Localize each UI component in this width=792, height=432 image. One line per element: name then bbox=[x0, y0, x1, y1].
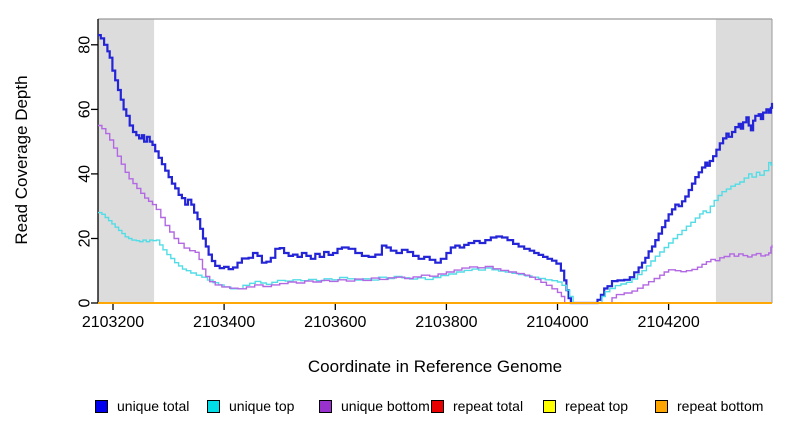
legend-item-unique-top: unique top bbox=[207, 397, 294, 415]
unique-bottom-swatch-icon bbox=[319, 399, 332, 413]
legend-label: repeat total bbox=[453, 398, 524, 414]
series-line-unique-bottom bbox=[98, 124, 773, 304]
x-tick-label: 2104000 bbox=[526, 314, 588, 331]
right-repeat-band bbox=[715, 19, 772, 303]
repeat-top-swatch-icon bbox=[543, 399, 556, 413]
x-tick-label: 2104200 bbox=[637, 314, 699, 331]
legend-item-repeat-total: repeat total bbox=[431, 397, 523, 415]
legend-item-unique-total: unique total bbox=[95, 397, 189, 415]
unique-total-swatch-icon bbox=[95, 399, 108, 413]
legend-label: repeat bottom bbox=[677, 398, 764, 414]
x-tick-label: 2103200 bbox=[82, 314, 144, 331]
y-tick-label: 80 bbox=[76, 36, 93, 54]
legend-item-unique-bottom: unique bottom bbox=[319, 397, 430, 415]
y-axis-title: Read Coverage Depth bbox=[12, 75, 31, 245]
series-line-unique-total bbox=[98, 34, 774, 305]
legend-label: unique bottom bbox=[341, 398, 430, 414]
y-tick-label: 0 bbox=[76, 298, 93, 307]
chart-legend: unique total unique top unique bottom re… bbox=[95, 397, 785, 417]
legend-label: unique total bbox=[117, 398, 190, 414]
y-tick-label: 40 bbox=[76, 165, 93, 183]
legend-label: unique top bbox=[229, 398, 295, 414]
legend-item-repeat-top: repeat top bbox=[543, 397, 628, 415]
repeat-total-swatch-icon bbox=[431, 399, 444, 413]
left-repeat-band bbox=[98, 19, 155, 303]
unique-top-swatch-icon bbox=[207, 399, 220, 413]
legend-label: repeat top bbox=[565, 398, 629, 414]
x-tick-label: 2103600 bbox=[304, 314, 366, 331]
series-line-unique-top bbox=[98, 161, 773, 304]
legend-item-repeat-bottom: repeat bottom bbox=[655, 397, 763, 415]
y-tick-label: 60 bbox=[76, 100, 93, 118]
x-axis-title: Coordinate in Reference Genome bbox=[307, 357, 563, 376]
x-tick-label: 2103800 bbox=[415, 314, 477, 331]
x-tick-label: 2103400 bbox=[193, 314, 255, 331]
y-tick-label: 20 bbox=[76, 230, 93, 248]
repeat-bottom-swatch-icon bbox=[655, 399, 668, 413]
